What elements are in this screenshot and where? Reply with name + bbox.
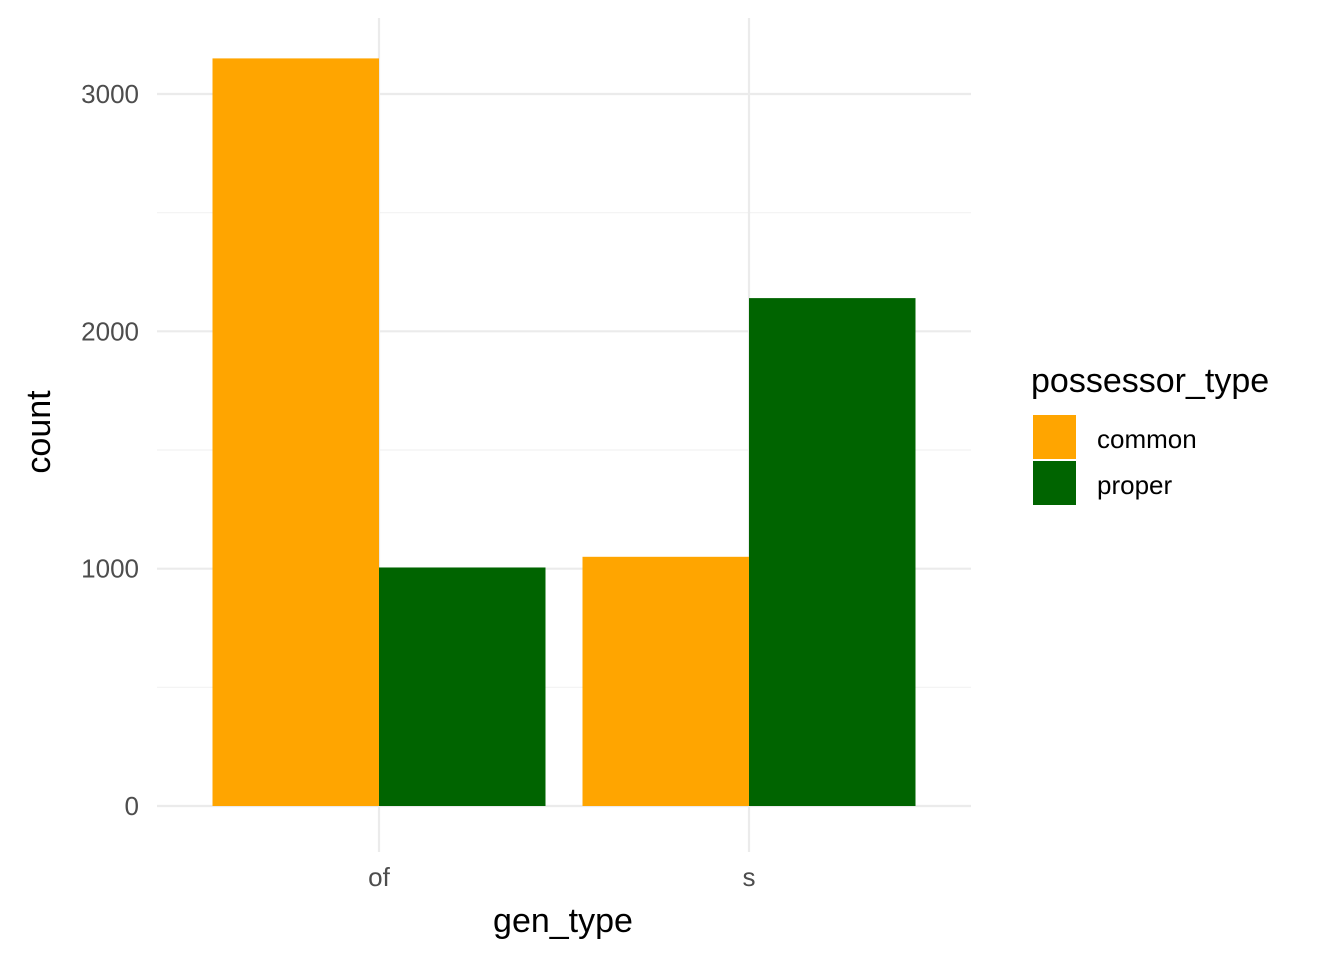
legend-label-common: common — [1097, 424, 1197, 454]
legend: possessor_type common proper — [1031, 362, 1269, 505]
legend-items: common proper — [1033, 415, 1197, 505]
y-tick-label: 1000 — [81, 554, 139, 584]
x-tick-labels: of s — [368, 862, 755, 892]
y-tick-label: 3000 — [81, 79, 139, 109]
bar-of-common — [212, 58, 379, 806]
y-tick-label: 0 — [125, 791, 139, 821]
x-tick-label: s — [743, 862, 756, 892]
bars — [212, 58, 916, 806]
y-tick-labels: 0 1000 2000 3000 — [81, 79, 139, 821]
bar-s-proper — [749, 298, 916, 806]
bar-s-common — [582, 556, 749, 806]
x-axis-title: gen_type — [493, 902, 633, 940]
legend-key-proper — [1033, 461, 1076, 505]
legend-label-proper: proper — [1097, 470, 1172, 500]
x-tick-label: of — [368, 862, 390, 892]
y-tick-label: 2000 — [81, 316, 139, 346]
legend-key-common — [1033, 415, 1076, 459]
bar-of-proper — [379, 567, 546, 806]
legend-title: possessor_type — [1031, 362, 1269, 400]
y-axis-title: count — [20, 390, 58, 474]
